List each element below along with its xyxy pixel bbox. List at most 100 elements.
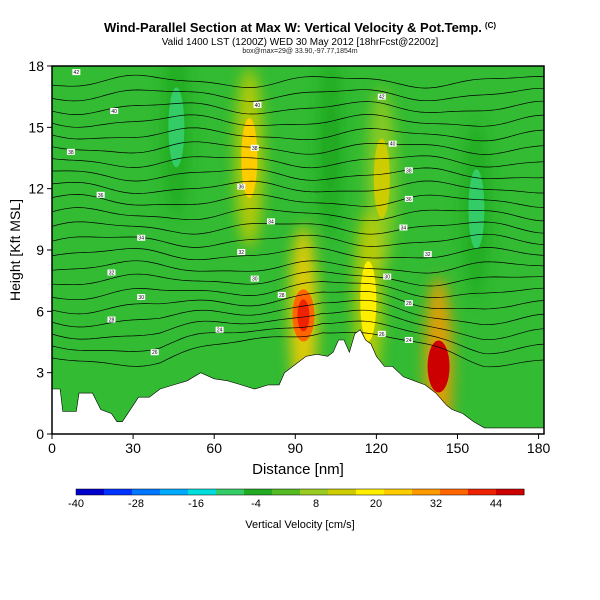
- velocity-cell: [468, 169, 485, 250]
- contour-label-box: [404, 167, 413, 174]
- x-tick-label: 120: [365, 440, 389, 456]
- contour-label-box: [404, 195, 413, 202]
- plot-area: 42 40 38 36 34 32 30 28 26 24 40 38 36 34 32 30 28 42 40 38…: [51, 65, 545, 435]
- theta-contour-line: [52, 180, 544, 194]
- contour-label: 24: [406, 338, 412, 344]
- contour-label: 40: [255, 103, 261, 109]
- potential-temperature-contours: [52, 74, 544, 368]
- theta-contour-line: [52, 167, 544, 182]
- colorbar-swatch: [496, 489, 525, 495]
- contour-label-box: [107, 269, 116, 276]
- y-axis: 0 3 6 9 12 15 18: [28, 58, 52, 442]
- theta-contour-line: [52, 309, 544, 341]
- theta-contour-line: [52, 74, 544, 89]
- contour-label: 42: [379, 95, 385, 101]
- contour-label-box: [277, 291, 286, 298]
- theta-contour-line: [52, 100, 544, 115]
- contour-label: 36: [238, 185, 244, 191]
- contour-label: 40: [390, 142, 396, 148]
- contour-label-box: [110, 107, 119, 114]
- theta-contour-line: [52, 299, 544, 328]
- theta-contour-line: [52, 127, 544, 142]
- y-tick-label: 15: [28, 119, 44, 135]
- colorbar-swatch: [468, 489, 497, 495]
- velocity-cell: [168, 87, 185, 168]
- colorbar-swatch: [272, 489, 301, 495]
- contour-label: 38: [68, 150, 74, 156]
- colorbar-swatch: [356, 489, 385, 495]
- x-tick-label: 150: [446, 440, 470, 456]
- contour-label: 30: [252, 277, 258, 283]
- contour-label: 32: [425, 252, 431, 258]
- y-tick-label: 18: [28, 58, 44, 74]
- x-tick-label: 60: [206, 440, 222, 456]
- colorbar-label: Vertical Velocity [cm/s]: [245, 519, 354, 531]
- potential-temperature-contour-labels: 42 40 38 36 34 32 30 28 26 24 40 38 36 34 32 30 28 42 40 38…: [66, 69, 432, 356]
- y-tick-label: 12: [28, 181, 44, 197]
- chart-subtitle-text: Valid 1400 LST (1200Z) WED 30 May 2012: [161, 37, 354, 48]
- colorbar-swatch: [440, 489, 469, 495]
- x-tick-label: 90: [288, 440, 304, 456]
- theta-contour-line: [52, 114, 544, 128]
- contour-label-box: [250, 144, 259, 151]
- colorbar: -40 -28 -16 -4 8 20 32 44: [68, 488, 525, 510]
- x-tick-label: 180: [527, 440, 551, 456]
- colorbar-swatch: [244, 489, 273, 495]
- contour-label: 28: [279, 293, 285, 299]
- x-tick-label: 0: [48, 440, 56, 456]
- colorbar-swatch: [300, 489, 329, 495]
- colorbar-swatch: [216, 489, 245, 495]
- colorbar-swatch: [384, 489, 413, 495]
- chart-title-tag: (C): [484, 21, 497, 30]
- colorbar-tick-label: 8: [313, 498, 319, 510]
- y-tick-label: 3: [36, 365, 44, 381]
- colorbar-tick-label: 44: [490, 498, 502, 510]
- theta-contour-line: [52, 141, 544, 155]
- contour-label: 30: [384, 275, 390, 281]
- chart-source-line: box@max=29@ 33.90,-97.77,1854m: [242, 48, 358, 55]
- contour-label: 26: [379, 332, 385, 338]
- chart-title: Wind-Parallel Section at Max W: Vertical…: [0, 20, 600, 35]
- colorbar-swatch: [76, 489, 105, 495]
- y-tick-label: 9: [36, 242, 44, 258]
- theta-contour-line: [52, 233, 544, 248]
- contour-label-box: [96, 191, 105, 198]
- contour-label-box: [150, 349, 159, 356]
- colorbar-frame: [75, 488, 525, 496]
- contour-label-box: [377, 330, 386, 337]
- contour-label: 30: [138, 295, 144, 301]
- chart-subtitle-tag: [18hrFcst@2200z]: [356, 37, 439, 48]
- velocity-cell: [322, 107, 339, 188]
- theta-contour-line: [52, 290, 544, 315]
- colorbar-tick-label: 32: [430, 498, 442, 510]
- contour-label: 32: [109, 270, 115, 276]
- contour-label-box: [237, 183, 246, 190]
- theta-contour-line: [52, 207, 544, 222]
- contour-label-box: [266, 218, 275, 225]
- colorbar-swatch: [412, 489, 441, 495]
- contour-label-box: [107, 316, 116, 323]
- contour-label: 34: [401, 226, 407, 232]
- colorbar-tick-label: 20: [370, 498, 382, 510]
- x-axis: 0 30 60 90 120 150 180: [48, 434, 550, 456]
- velocity-cell-core: [297, 299, 310, 332]
- contour-label-box: [137, 234, 146, 241]
- contour-label-box: [383, 273, 392, 280]
- contour-label-box: [137, 294, 146, 301]
- contour-label: 34: [138, 236, 144, 242]
- y-tick-label: 6: [36, 303, 44, 319]
- contour-label: 38: [252, 146, 258, 152]
- colorbar-swatch: [132, 489, 161, 495]
- theta-contour-line: [52, 331, 544, 368]
- colorbar-swatch: [104, 489, 133, 495]
- chart-subtitle: Valid 1400 LST (1200Z) WED 30 May 2012 […: [0, 37, 600, 48]
- contour-label: 26: [152, 350, 158, 356]
- colorbar-swatch: [188, 489, 217, 495]
- contour-label: 38: [406, 168, 412, 174]
- colorbar-tick-label: -28: [128, 498, 144, 510]
- theta-contour-line: [52, 260, 544, 274]
- x-axis-label: Distance [nm]: [252, 461, 344, 478]
- colorbar-swatch: [328, 489, 357, 495]
- contour-label: 36: [406, 197, 412, 203]
